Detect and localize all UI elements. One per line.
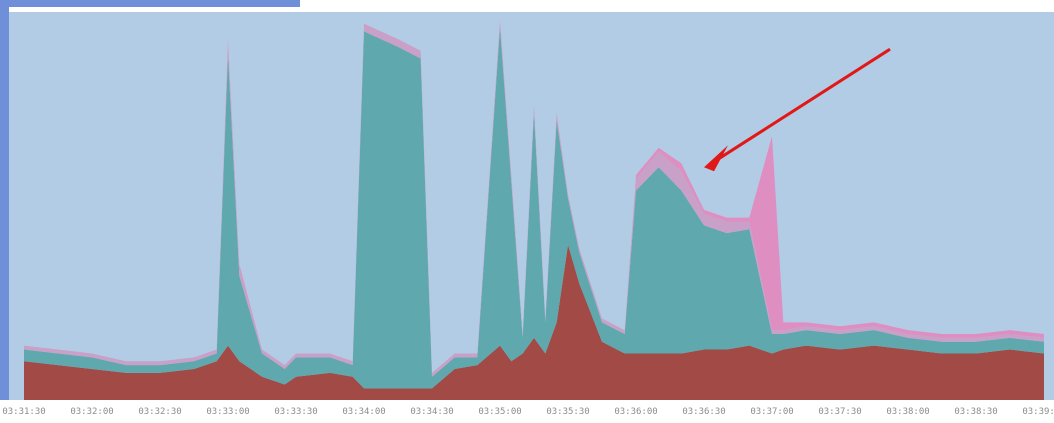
x-tick-label: 03:31:30	[2, 407, 45, 417]
x-tick-label: 03:39:00	[1022, 407, 1054, 417]
left-accent-strip	[0, 7, 9, 400]
series-areas	[24, 19, 1044, 400]
x-tick-label: 03:34:00	[342, 407, 385, 417]
top-accent-strip	[0, 0, 300, 7]
x-tick-label: 03:34:30	[410, 407, 453, 417]
x-tick-label: 03:36:30	[682, 407, 725, 417]
x-tick-label: 03:38:30	[954, 407, 997, 417]
x-tick-label: 03:35:00	[478, 407, 521, 417]
x-axis-ticks: 03:31:30 03:32:00 03:32:30 03:33:00 03:33:30…	[2, 407, 1054, 417]
arrow-head	[704, 145, 728, 172]
x-tick-label: 03:35:30	[546, 407, 589, 417]
x-tick-label: 03:33:00	[206, 407, 249, 417]
x-tick-label: 03:38:00	[886, 407, 929, 417]
x-tick-label: 03:36:00	[614, 407, 657, 417]
arrow-shaft	[717, 47, 891, 161]
x-tick-label: 03:32:00	[70, 407, 113, 417]
series-area-2	[24, 27, 1044, 389]
annotation-arrow	[704, 47, 891, 172]
series-area-3	[24, 19, 1044, 377]
x-tick-label: 03:32:30	[138, 407, 181, 417]
series-area-1	[24, 244, 1044, 400]
series-area-4	[24, 19, 1044, 373]
x-tick-label: 03:37:30	[818, 407, 861, 417]
x-tick-label: 03:33:30	[274, 407, 317, 417]
x-tick-label: 03:37:00	[750, 407, 793, 417]
